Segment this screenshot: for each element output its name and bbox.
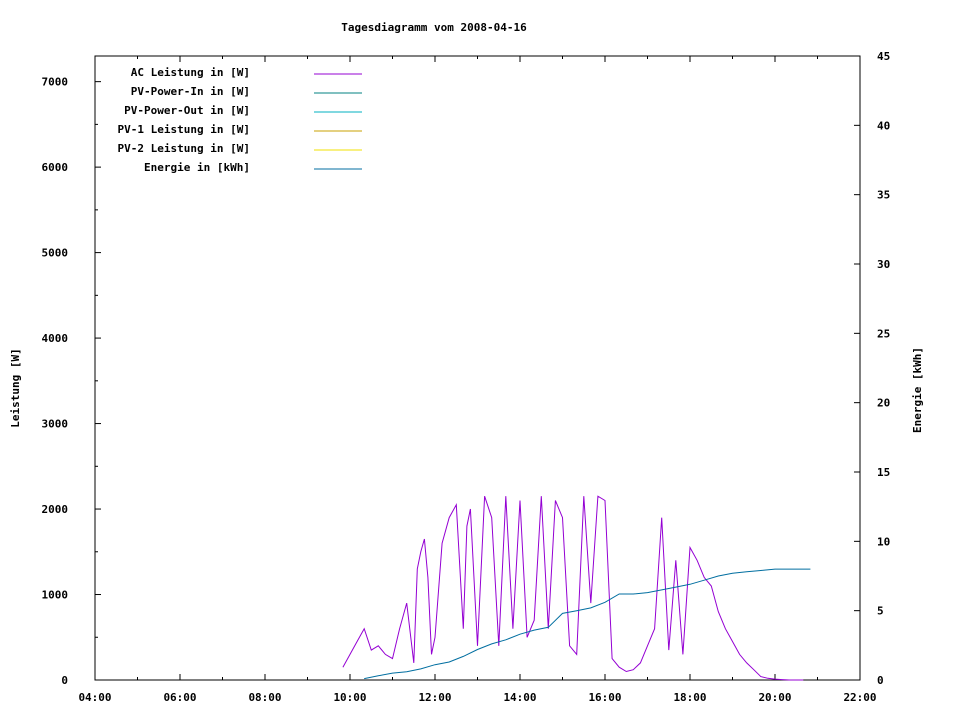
y-right-tick-label: 40 (877, 119, 890, 132)
legend-label: Energie in [kWh] (144, 161, 250, 174)
y-axis-right: 0 5 10 15 20 25 30 35 40 45 (854, 50, 890, 687)
x-axis: 04:00 06:00 08:00 10:00 12:00 14:00 16:00 18:00… (78, 56, 877, 704)
legend-label: PV-Power-Out in [W] (124, 104, 250, 117)
y-axis-left: 0 1000 2000 3000 4000 5000 6000 7000 (42, 76, 101, 687)
y-left-tick-label: 3000 (42, 418, 69, 431)
y-right-tick-label: 30 (877, 258, 890, 271)
x-tick-label: 08:00 (248, 691, 281, 704)
series-line-5 (364, 568, 811, 680)
x-tick-label: 20:00 (758, 691, 791, 704)
y-right-tick-label: 5 (877, 605, 884, 618)
y-right-tick-label: 45 (877, 50, 890, 63)
y-right-tick-label: 25 (877, 327, 890, 340)
y-left-tick-label: 6000 (42, 161, 69, 174)
y-right-tick-label: 20 (877, 397, 890, 410)
y-left-tick-label: 2000 (42, 503, 69, 516)
x-tick-label: 12:00 (418, 691, 451, 704)
y-left-tick-label: 0 (61, 674, 68, 687)
y-left-tick-label: 4000 (42, 332, 69, 345)
x-tick-label: 04:00 (78, 691, 111, 704)
legend-label: PV-1 Leistung in [W] (118, 123, 250, 136)
y-left-tick-label: 5000 (42, 247, 69, 260)
y-right-tick-label: 15 (877, 466, 890, 479)
x-tick-label: 06:00 (163, 691, 196, 704)
series-line-0 (342, 495, 804, 681)
chart-title: Tagesdiagramm vom 2008-04-16 (341, 21, 527, 34)
x-tick-label: 16:00 (588, 691, 621, 704)
y-right-tick-label: 10 (877, 535, 890, 548)
legend-label: PV-2 Leistung in [W] (118, 142, 250, 155)
y-axis-right-label: Energie [kWh] (911, 347, 924, 433)
y-axis-left-label: Leistung [W] (9, 348, 22, 427)
legend-label: AC Leistung in [W] (131, 66, 250, 79)
y-left-tick-label: 7000 (42, 76, 69, 89)
x-tick-label: 10:00 (333, 691, 366, 704)
y-right-tick-label: 0 (877, 674, 884, 687)
y-left-tick-label: 1000 (42, 589, 69, 602)
x-tick-label: 14:00 (503, 691, 536, 704)
legend: AC Leistung in [W] PV-Power-In in [W] PV-P… (118, 66, 362, 174)
x-tick-label: 22:00 (843, 691, 876, 704)
x-tick-label: 18:00 (673, 691, 706, 704)
series-layer (342, 495, 811, 681)
legend-label: PV-Power-In in [W] (131, 85, 250, 98)
y-right-tick-label: 35 (877, 189, 890, 202)
